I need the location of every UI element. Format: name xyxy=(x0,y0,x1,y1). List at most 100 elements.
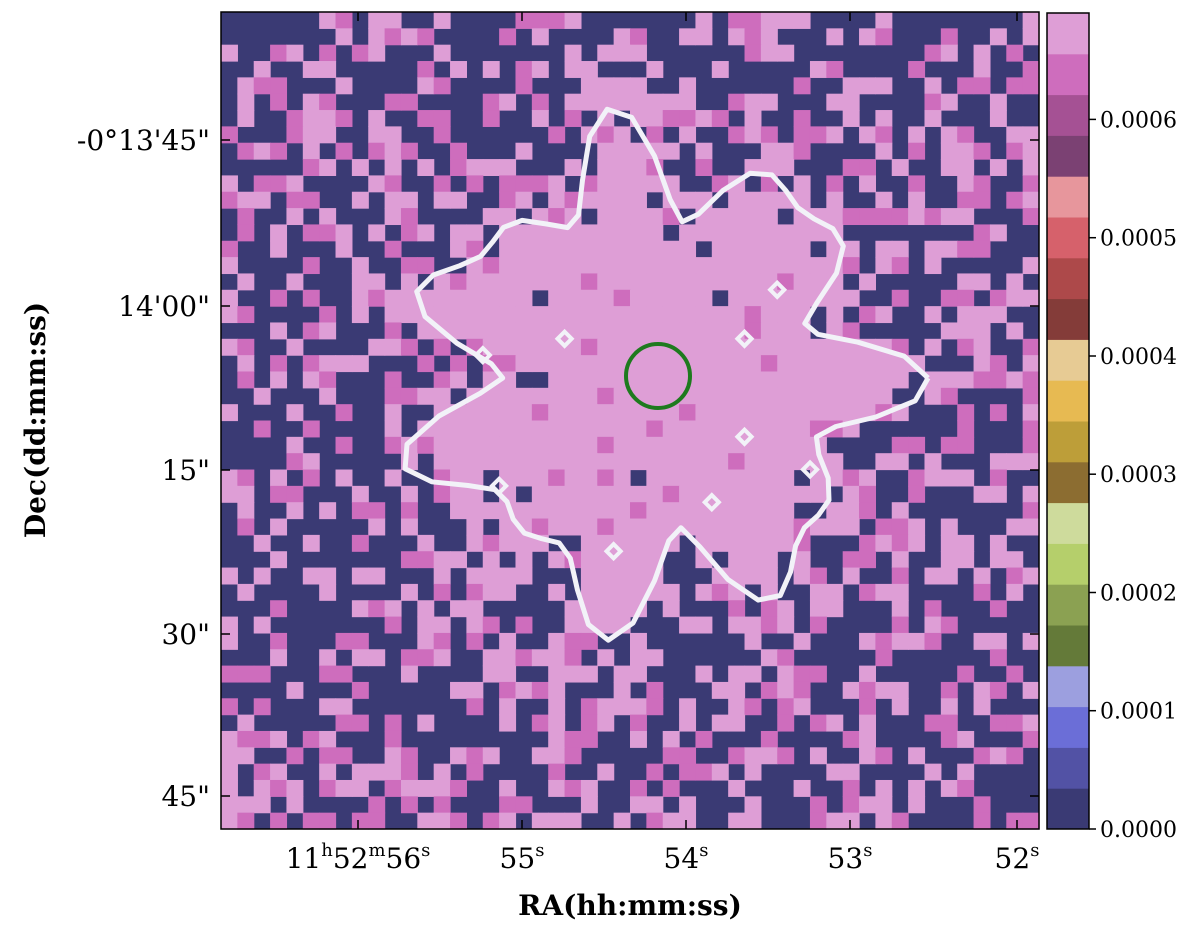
heatmap-cell xyxy=(1022,257,1040,275)
heatmap-cell xyxy=(237,77,255,95)
heatmap-cell xyxy=(842,257,860,275)
heatmap-cell xyxy=(777,306,795,324)
heatmap-cell xyxy=(499,665,517,683)
heatmap-cell xyxy=(548,518,566,536)
colorbar-tick-label: 0.0000 xyxy=(1100,818,1177,843)
heatmap-cell xyxy=(564,779,582,797)
heatmap-cell xyxy=(417,436,435,454)
heatmap-cell xyxy=(646,681,664,699)
heatmap-cell xyxy=(859,502,876,520)
heatmap-cell xyxy=(760,338,778,356)
heatmap-cell xyxy=(728,257,746,275)
heatmap-cell xyxy=(548,763,566,781)
heatmap-cell xyxy=(580,224,598,242)
heatmap-cell xyxy=(859,175,876,193)
heatmap-cell xyxy=(351,289,369,307)
heatmap-cell xyxy=(989,159,1007,176)
heatmap-cell xyxy=(302,257,320,275)
heatmap-cell xyxy=(744,551,762,569)
heatmap-cell xyxy=(286,404,304,422)
heatmap-cell xyxy=(793,551,811,569)
heatmap-cell xyxy=(499,175,517,193)
heatmap-cell xyxy=(499,257,517,275)
heatmap-cell xyxy=(400,338,418,356)
heatmap-cell xyxy=(908,436,926,454)
x-axis-ticks: 11h52m56s 55s 54s 53s 52s xyxy=(286,12,1039,875)
heatmap-cell xyxy=(384,338,402,356)
heatmap-cell xyxy=(417,355,435,373)
heatmap-cell xyxy=(646,240,664,258)
heatmap-cell xyxy=(466,534,484,552)
heatmap-cell xyxy=(760,208,778,226)
heatmap-cell xyxy=(499,583,517,601)
heatmap-cell xyxy=(826,191,844,209)
heatmap-cell xyxy=(580,730,598,748)
heatmap-cell xyxy=(957,191,975,209)
heatmap-cell xyxy=(499,191,517,209)
heatmap-cell xyxy=(940,714,958,732)
heatmap-cell xyxy=(433,551,451,569)
heatmap-cell xyxy=(989,355,1007,373)
colorbar-segment xyxy=(1047,217,1089,259)
heatmap-cell xyxy=(384,208,402,226)
heatmap-cell xyxy=(809,665,827,683)
heatmap-cell xyxy=(1022,142,1040,160)
heatmap-cell xyxy=(531,518,549,536)
heatmap-cell xyxy=(597,306,615,324)
heatmap-cell xyxy=(400,747,418,765)
heatmap-cell xyxy=(384,404,402,422)
heatmap-cell xyxy=(777,616,795,634)
heatmap-cell xyxy=(728,551,746,569)
heatmap-cell xyxy=(564,371,582,389)
heatmap-cell xyxy=(286,681,304,699)
heatmap-cell xyxy=(466,404,484,422)
heatmap-cell xyxy=(630,208,647,226)
heatmap-cell xyxy=(728,714,746,732)
heatmap-cell xyxy=(384,240,402,258)
heatmap-cell xyxy=(728,779,746,797)
heatmap-cell xyxy=(646,436,664,454)
heatmap-cell xyxy=(499,208,517,226)
heatmap-cell xyxy=(548,583,566,601)
heatmap-cell xyxy=(613,322,631,340)
heatmap-cell xyxy=(728,404,746,422)
heatmap-cell xyxy=(891,812,909,830)
contour-island xyxy=(554,328,575,349)
heatmap-cell xyxy=(744,453,762,471)
heatmap-cell xyxy=(711,306,729,324)
heatmap-cell xyxy=(989,453,1007,471)
heatmap-cell xyxy=(793,273,811,291)
heatmap-cell xyxy=(908,796,926,814)
heatmap-cell xyxy=(335,12,353,29)
heatmap-cell xyxy=(744,126,762,144)
heatmap-cell xyxy=(891,632,909,650)
heatmap-cell xyxy=(237,747,255,765)
heatmap-cell xyxy=(613,518,631,536)
heatmap-cell xyxy=(989,306,1007,324)
heatmap-cell xyxy=(466,469,484,487)
heatmap-cell xyxy=(1006,289,1024,307)
heatmap-cell xyxy=(450,191,467,209)
heatmap-cell xyxy=(400,796,418,814)
heatmap-cell xyxy=(531,273,549,291)
heatmap-cell xyxy=(793,681,811,699)
heatmap-cell xyxy=(531,338,549,356)
heatmap-cell xyxy=(319,812,337,830)
contour-island xyxy=(800,459,820,480)
x-axis-title: RA(hh:mm:ss) xyxy=(518,889,742,922)
heatmap-cell xyxy=(973,44,991,62)
heatmap-cell xyxy=(908,534,926,552)
heatmap-cell xyxy=(1006,191,1024,209)
heatmap-cell xyxy=(335,698,353,716)
heatmap-cell xyxy=(384,28,402,46)
heatmap-cell xyxy=(351,600,369,618)
heatmap-cell xyxy=(630,289,647,307)
heatmap-cell xyxy=(940,469,958,487)
heatmap-cell xyxy=(875,191,893,209)
heatmap-cell xyxy=(989,404,1007,422)
heatmap-cell xyxy=(777,714,795,732)
heatmap-cell xyxy=(744,502,762,520)
heatmap-cell xyxy=(531,649,549,667)
heatmap-cell xyxy=(1022,632,1040,650)
heatmap-cell xyxy=(221,306,238,324)
